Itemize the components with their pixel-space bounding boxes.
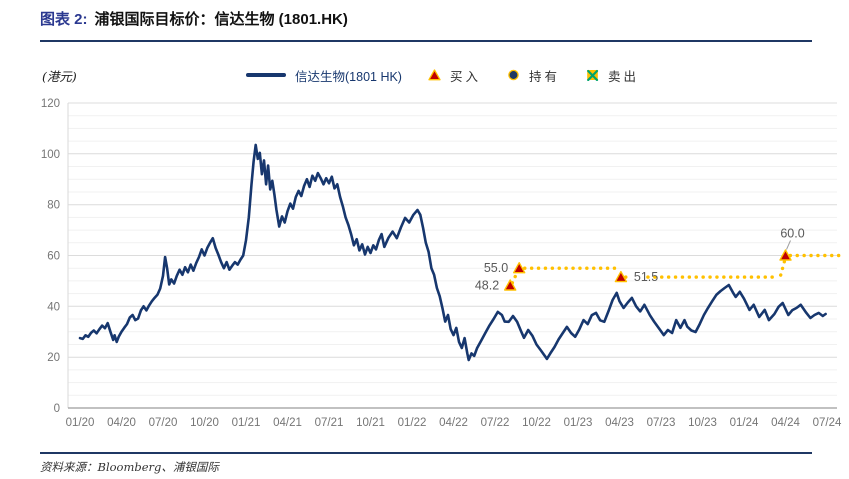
x-tick-label: 01/21 — [232, 417, 261, 429]
buy-marker — [504, 279, 517, 291]
figure-number: 图表 2: — [40, 11, 88, 28]
x-tick-label: 01/24 — [730, 417, 759, 429]
x-tick-label: 07/20 — [149, 417, 178, 429]
legend-item-sell: 卖出 — [586, 66, 639, 85]
x-tick-label: 01/20 — [66, 417, 95, 429]
x-tick-label: 04/23 — [605, 417, 634, 429]
buy-triangle-icon — [428, 69, 441, 81]
y-tick-label: 120 — [41, 98, 60, 110]
x-tick-label: 10/23 — [688, 417, 717, 429]
top-divider — [40, 40, 812, 42]
x-tick-label: 07/24 — [813, 417, 842, 429]
target-price-label: 48.2 — [475, 279, 499, 293]
buy-marker — [513, 262, 526, 274]
line-swatch-icon — [246, 73, 286, 77]
x-tick-label: 10/20 — [190, 417, 219, 429]
x-tick-label: 07/23 — [647, 417, 676, 429]
x-tick-label: 07/21 — [315, 417, 344, 429]
x-tick-label: 01/22 — [398, 417, 427, 429]
buy-marker — [614, 270, 628, 283]
legend-item-buy: 买入 — [428, 66, 481, 85]
y-tick-label: 80 — [47, 200, 60, 212]
target-price-label: 55.0 — [484, 261, 508, 275]
source-note: 资料来源：Bloomberg、浦银国际 — [40, 460, 219, 474]
y-axis-unit-label: (港元) — [42, 69, 77, 84]
y-tick-label: 20 — [47, 352, 60, 364]
y-tick-label: 100 — [41, 149, 60, 161]
figure-title: 图表 2: 浦银国际目标价：信达生物 (1801.HK) — [40, 8, 348, 29]
sell-x-icon — [587, 69, 599, 81]
bottom-divider — [40, 452, 812, 454]
legend-label-buy: 买入 — [449, 69, 481, 84]
target-price-label: 60.0 — [780, 227, 804, 241]
x-tick-label: 04/20 — [107, 417, 136, 429]
target-price-label: 51.5 — [634, 270, 658, 284]
legend-item-price-line: 信达生物(1801 HK) — [246, 66, 402, 85]
legend-label-sell: 卖出 — [608, 69, 640, 84]
x-tick-label: 01/23 — [564, 417, 593, 429]
legend-item-hold: 持有 — [507, 66, 560, 85]
figure-title-text: 浦银国际目标价：信达生物 (1801.HK) — [94, 11, 348, 28]
target-price-dotted-line — [779, 258, 787, 277]
legend: 信达生物(1801 HK) 买入 持有 卖出 — [246, 62, 639, 88]
x-tick-label: 04/22 — [439, 417, 468, 429]
x-tick-label: 04/24 — [771, 417, 800, 429]
y-tick-label: 40 — [47, 301, 60, 313]
price-line — [78, 143, 827, 362]
x-tick-label: 10/22 — [522, 417, 551, 429]
price-chart: 0 20 40 60 80 100 120 01/20 04/20 07/20 10/20 01/21… — [41, 98, 844, 429]
buy-marker — [779, 249, 792, 261]
target-price-dotted-line — [510, 270, 520, 285]
x-tick-label: 10/21 — [356, 417, 385, 429]
y-tick-label: 60 — [47, 251, 60, 263]
legend-label-series: 信达生物(1801 HK) — [295, 69, 402, 84]
hold-circle-icon — [508, 69, 519, 81]
x-tick-label: 07/22 — [481, 417, 510, 429]
annotation-leader-line — [786, 240, 791, 250]
y-tick-label: 0 — [54, 403, 60, 415]
x-tick-label: 04/21 — [273, 417, 302, 429]
legend-label-hold: 持有 — [529, 69, 561, 84]
